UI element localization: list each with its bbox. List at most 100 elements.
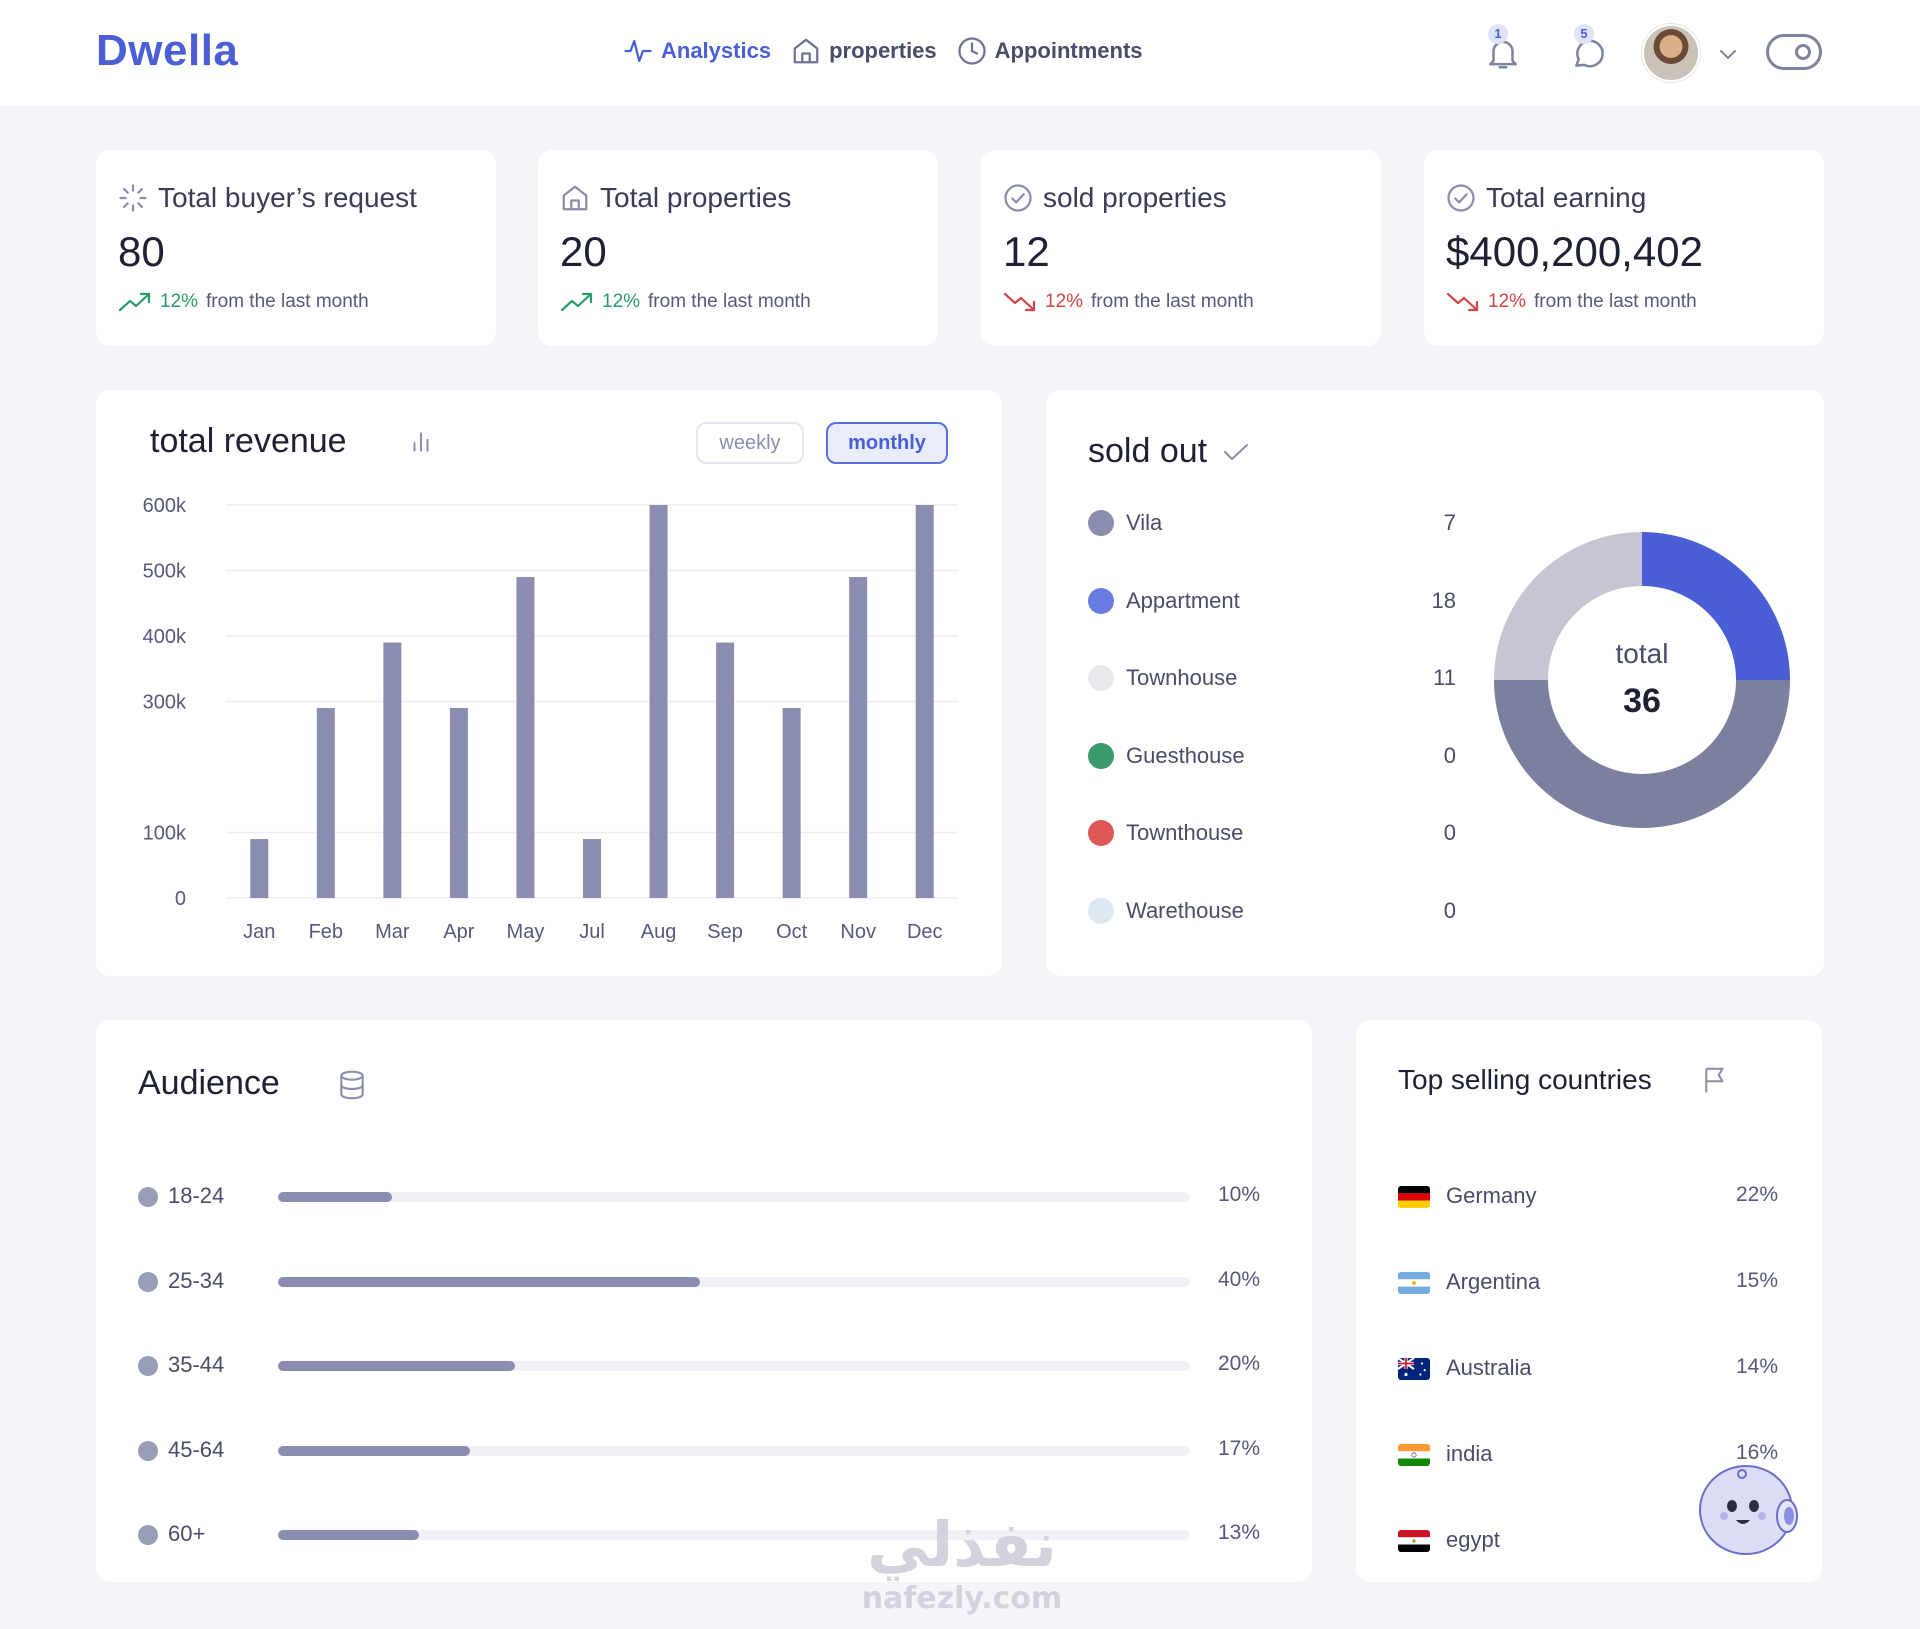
australia-flag	[1398, 1358, 1430, 1380]
country-percent: 14%	[1735, 1355, 1778, 1378]
legend-dot	[138, 1525, 158, 1545]
chevron-down-icon[interactable]	[1716, 42, 1740, 66]
watermark-arabic: نفذلي	[867, 1508, 1057, 1581]
trend-percent: 12%	[602, 291, 641, 312]
notification-badge: 1	[1488, 24, 1508, 44]
app-logo[interactable]: Dwella	[96, 26, 239, 75]
country-row: india 16%	[1398, 1440, 1778, 1470]
bell-icon[interactable]	[1484, 34, 1522, 72]
trend-percent: 12%	[1045, 291, 1084, 312]
avatar[interactable]	[1642, 24, 1700, 82]
check-circle-icon	[1447, 184, 1475, 212]
country-name: Australia	[1446, 1355, 1532, 1380]
stat-trend: 12% from the last month	[1446, 290, 1697, 314]
audience-row: 60+ 13%	[138, 1520, 1260, 1548]
chat-mascot-icon[interactable]	[1694, 1458, 1804, 1558]
x-tick-label: Apr	[443, 921, 474, 943]
percent-label: 10%	[1218, 1183, 1261, 1206]
flag-icon	[1705, 1067, 1724, 1093]
top-bar: Dwella Analystics properties Appointment…	[0, 0, 1920, 106]
bar-dec[interactable]	[915, 505, 934, 898]
stat-title-label: sold properties	[1043, 182, 1227, 213]
x-tick-label: Oct	[776, 921, 808, 943]
x-tick-label: Aug	[641, 921, 677, 943]
progress-fill	[278, 1361, 516, 1371]
monthly-button[interactable]: monthly	[826, 422, 948, 464]
country-percent: 22%	[1735, 1183, 1778, 1206]
sold-out-value: 18	[1431, 587, 1456, 613]
sold-out-value: 0	[1443, 742, 1456, 768]
progress-track	[278, 1445, 1190, 1456]
donut-total: 36	[1623, 682, 1661, 720]
x-tick-label: Feb	[309, 921, 343, 943]
legend-dot	[138, 1356, 158, 1376]
stat-title: Total buyer’s request	[118, 182, 417, 214]
egypt-flag	[1398, 1530, 1430, 1552]
stat-title-label: Total earning	[1486, 182, 1647, 213]
country-row: Argentina 15%	[1398, 1268, 1778, 1298]
sold-out-row: Guesthouse 0	[1088, 741, 1456, 771]
weekly-button[interactable]: weekly	[696, 422, 804, 464]
sold-out-row: Townthouse 0	[1088, 818, 1456, 848]
bar-may[interactable]	[516, 577, 535, 898]
trend-text: from the last month	[1534, 291, 1697, 312]
country-percent: 15%	[1735, 1269, 1778, 1292]
sold-out-value: 0	[1443, 820, 1456, 845]
progress-fill	[278, 1530, 420, 1540]
bar-jul[interactable]	[583, 839, 601, 898]
nav-analytics-label: Analystics	[661, 38, 772, 63]
y-tick-label: 500k	[143, 561, 187, 583]
bar-feb[interactable]	[316, 708, 335, 898]
percent-label: 17%	[1218, 1436, 1261, 1460]
y-tick-label: 600k	[143, 495, 187, 517]
bar-aug[interactable]	[649, 505, 668, 898]
sold-out-title-label: sold out	[1088, 432, 1208, 470]
y-tick-label: 0	[175, 888, 186, 910]
stat-value: 12	[1003, 228, 1050, 275]
bar-sep[interactable]	[716, 642, 735, 898]
sold-out-value: 0	[1443, 897, 1456, 923]
stat-trend: 12% from the last month	[560, 290, 811, 314]
bar-oct[interactable]	[782, 708, 801, 898]
bar-apr[interactable]	[449, 708, 468, 898]
trend-percent: 12%	[1488, 291, 1527, 312]
theme-toggle[interactable]	[1766, 34, 1822, 70]
legend-dot	[1088, 587, 1114, 614]
nav-analytics[interactable]: Analystics	[623, 36, 771, 66]
progress-track	[278, 1276, 1190, 1287]
age-group-label: 25-34	[168, 1267, 225, 1293]
donut-slice[interactable]	[1494, 680, 1790, 828]
bar-jan[interactable]	[250, 839, 269, 898]
legend-dot	[138, 1271, 158, 1292]
countries-title: Top selling countries	[1398, 1064, 1652, 1095]
audience-card: Audience 18-24 10% 25-34 40% 35-44 20% 45-64 17…	[96, 1020, 1312, 1582]
progress-track	[278, 1192, 1190, 1202]
donut-slice[interactable]	[1494, 532, 1642, 680]
percent-label: 13%	[1218, 1521, 1261, 1544]
germany-flag	[1398, 1186, 1430, 1208]
trend-up-icon	[560, 292, 593, 312]
audience-row: 25-34 40%	[138, 1267, 1260, 1295]
nav-appointments[interactable]: Appointments	[957, 36, 1143, 66]
argentina-flag	[1398, 1272, 1430, 1294]
stat-value: 20	[560, 228, 607, 275]
check-icon	[1224, 443, 1249, 460]
y-tick-label: 400k	[143, 626, 187, 648]
percent-label: 20%	[1218, 1352, 1261, 1375]
country-row: Germany 22%	[1398, 1182, 1778, 1212]
x-tick-label: Jul	[579, 921, 605, 943]
chat-icon[interactable]	[1570, 34, 1608, 72]
donut-slice[interactable]	[1642, 532, 1790, 680]
country-name: egypt	[1446, 1527, 1500, 1552]
sold-out-donut-chart	[1494, 532, 1790, 828]
nav-properties[interactable]: properties	[791, 36, 937, 66]
bar-mar[interactable]	[383, 642, 402, 898]
percent-label: 40%	[1218, 1267, 1261, 1291]
sold-out-label: Townthouse	[1126, 820, 1244, 845]
age-group-label: 60+	[168, 1521, 206, 1546]
country-name: india	[1446, 1441, 1493, 1466]
sold-out-value: 7	[1443, 510, 1456, 535]
stat-card-total-properties: Total properties 20 12% from the last mo…	[538, 150, 938, 346]
trend-text: from the last month	[206, 291, 369, 312]
bar-nov[interactable]	[849, 577, 868, 898]
